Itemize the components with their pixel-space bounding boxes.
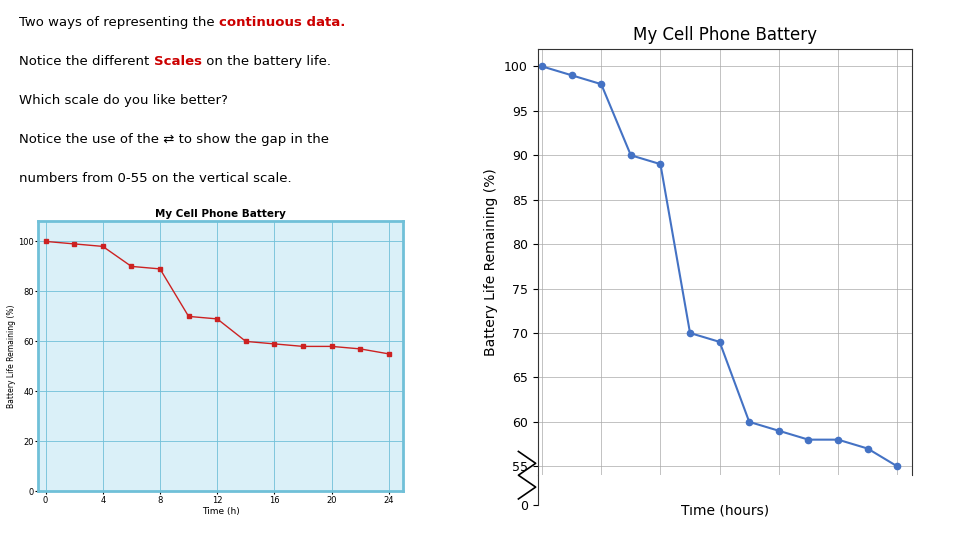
Y-axis label: Battery Life Remaining (%): Battery Life Remaining (%) — [485, 168, 498, 356]
Y-axis label: Battery Life Remaining (%): Battery Life Remaining (%) — [7, 305, 15, 408]
Text: numbers from 0-55 on the vertical scale.: numbers from 0-55 on the vertical scale. — [19, 172, 292, 185]
Text: Notice the different: Notice the different — [19, 55, 154, 68]
Text: Which scale do you like better?: Which scale do you like better? — [19, 94, 228, 107]
Title: My Cell Phone Battery: My Cell Phone Battery — [156, 209, 286, 219]
Text: continuous data.: continuous data. — [219, 16, 346, 29]
Text: Notice the use of the ⇄ to show the gap in the: Notice the use of the ⇄ to show the gap … — [19, 133, 329, 146]
X-axis label: Time (h): Time (h) — [202, 508, 240, 516]
Text: Two ways of representing the: Two ways of representing the — [19, 16, 219, 29]
Text: Scales: Scales — [154, 55, 202, 68]
Title: My Cell Phone Battery: My Cell Phone Battery — [633, 26, 817, 44]
X-axis label: Time (hours): Time (hours) — [681, 503, 769, 517]
Text: on the battery life.: on the battery life. — [202, 55, 330, 68]
